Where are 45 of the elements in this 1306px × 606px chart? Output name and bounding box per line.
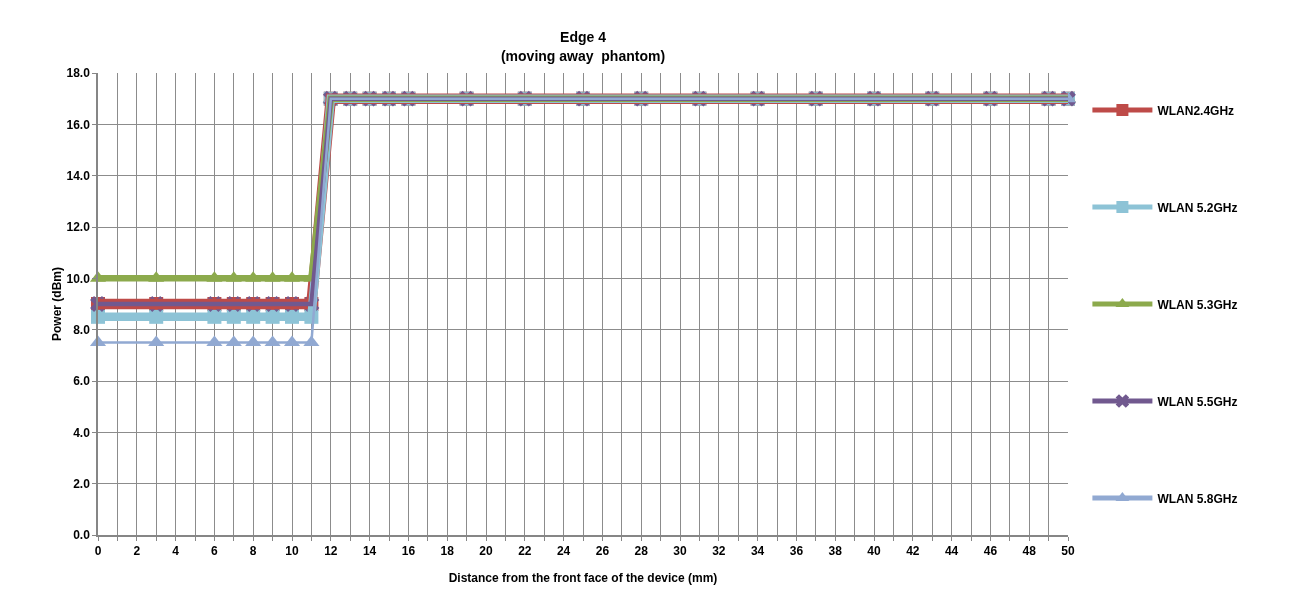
y-tick-label: 12.0: [66, 220, 91, 235]
x-tick-label: 20: [479, 544, 493, 559]
y-tick-label: 14.0: [66, 168, 91, 183]
x-tick-label: 4: [172, 544, 180, 559]
legend-label: WLAN 5.2GHz: [1157, 200, 1238, 215]
x-tick-label: 30: [673, 544, 687, 559]
x-axis-title: Distance from the front face of the device (mm): [448, 570, 718, 585]
y-tick-label: 6.0: [73, 374, 91, 389]
chart-subtitle: (moving away phantom): [500, 47, 666, 64]
x-tick-label: 44: [944, 544, 959, 559]
chart-title: Edge 4: [560, 29, 607, 46]
x-tick-label: 34: [750, 544, 765, 559]
y-tick-label: 16.0: [66, 117, 91, 132]
y-tick-label: 18.0: [66, 66, 91, 81]
x-tick-label: 46: [983, 544, 998, 559]
x-tick-label: 32: [712, 544, 726, 559]
x-tick-label: 8: [249, 544, 257, 559]
y-tick-label: 10.0: [66, 271, 91, 286]
x-tick-label: 12: [324, 544, 338, 559]
legend-label: WLAN 5.3GHz: [1157, 297, 1238, 312]
x-tick-label: 48: [1022, 544, 1037, 559]
x-tick-label: 50: [1061, 544, 1075, 559]
y-axis-title: Power (dBm): [50, 266, 65, 342]
y-tick-label: 0.0: [73, 528, 91, 543]
legend-label: WLAN 5.5GHz: [1157, 394, 1238, 409]
x-tick-label: 18: [440, 544, 455, 559]
x-tick-label: 14: [362, 544, 377, 559]
y-tick-label: 2.0: [73, 476, 91, 491]
x-tick-label: 42: [906, 544, 920, 559]
x-tick-label: 38: [828, 544, 843, 559]
legend-label: WLAN2.4GHz: [1157, 103, 1235, 118]
x-tick-label: 22: [518, 544, 532, 559]
x-tick-label: 0: [94, 544, 102, 559]
y-tick-label: 8.0: [73, 322, 91, 337]
x-tick-label: 28: [634, 544, 649, 559]
x-tick-label: 40: [867, 544, 881, 559]
x-tick-label: 26: [595, 544, 610, 559]
x-tick-label: 6: [211, 544, 219, 559]
x-tick-label: 2: [133, 544, 141, 559]
x-tick-label: 24: [556, 544, 571, 559]
x-tick-label: 16: [401, 544, 416, 559]
x-tick-label: 10: [285, 544, 299, 559]
x-tick-label: 36: [789, 544, 804, 559]
y-tick-label: 4.0: [73, 425, 91, 440]
legend-label: WLAN 5.8GHz: [1157, 491, 1238, 506]
